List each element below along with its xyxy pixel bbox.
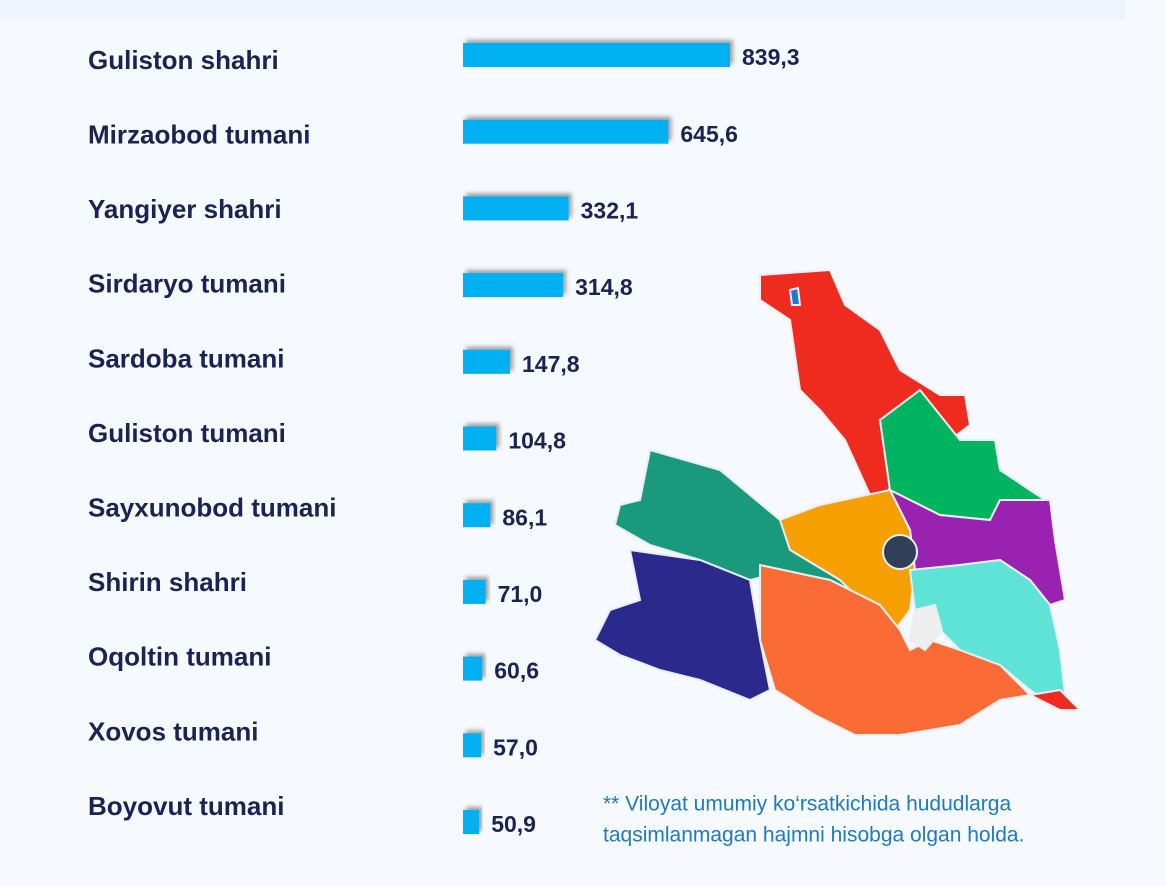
value-label: 60,6 bbox=[494, 658, 539, 684]
bar bbox=[463, 810, 480, 834]
category-label: Sirdaryo tumani bbox=[88, 269, 286, 299]
bar bbox=[463, 656, 483, 681]
bar bbox=[463, 579, 486, 604]
value-label: 50,9 bbox=[491, 811, 536, 837]
bar bbox=[463, 273, 564, 298]
value-label: 104,8 bbox=[508, 428, 566, 454]
note: taqsimlanmagan hajmni hisobga olgan hold… bbox=[603, 824, 1024, 847]
note: ** Viloyat umumiy ko‘rsatkichida hududla… bbox=[603, 793, 1011, 816]
map bbox=[593, 268, 1083, 736]
bar bbox=[463, 349, 511, 374]
category-label: Yangiyer shahri bbox=[88, 194, 282, 224]
bar bbox=[463, 426, 497, 451]
value-label: 839,3 bbox=[742, 44, 800, 70]
category-label: Boyovut tumani bbox=[88, 791, 284, 821]
bar bbox=[463, 196, 569, 221]
value-label: 332,1 bbox=[581, 197, 639, 223]
category-label: Guliston tumani bbox=[88, 418, 286, 448]
value-label: 57,0 bbox=[493, 734, 538, 760]
category-label: Sardoba tumani bbox=[88, 343, 284, 373]
bar bbox=[463, 43, 730, 67]
value-label: 86,1 bbox=[502, 504, 547, 530]
bar bbox=[463, 503, 491, 528]
category-label: Shirin shahri bbox=[88, 567, 247, 597]
category-label: Sayxunobod tumani bbox=[88, 492, 336, 522]
category-label: Guliston shahri bbox=[88, 45, 279, 75]
bar bbox=[463, 119, 669, 144]
category-label: Mirzaobod tumani bbox=[88, 119, 310, 149]
top-band bbox=[0, 0, 1125, 20]
value-label: 71,0 bbox=[498, 581, 543, 607]
bar bbox=[463, 733, 482, 758]
category-label: Xovos tumani bbox=[88, 716, 258, 746]
category-label: Oqoltin tumani bbox=[88, 642, 271, 672]
value-label: 314,8 bbox=[575, 274, 633, 300]
value-label: 645,6 bbox=[680, 121, 738, 147]
value-label: 147,8 bbox=[522, 351, 580, 377]
